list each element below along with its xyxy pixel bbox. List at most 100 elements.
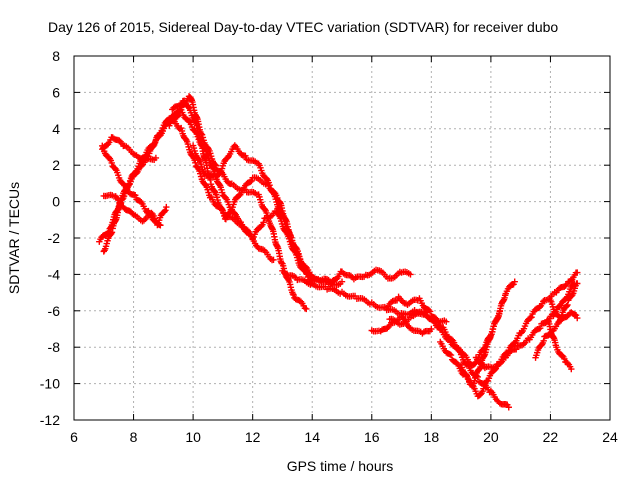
point-marker	[574, 314, 581, 322]
point-marker	[133, 169, 140, 177]
point-marker	[285, 228, 292, 235]
point-marker	[135, 166, 142, 174]
point-marker	[266, 182, 273, 189]
x-tick-label: 6	[70, 429, 78, 445]
point-marker	[471, 377, 478, 384]
point-marker	[132, 192, 139, 199]
point-marker	[536, 325, 544, 332]
y-tick-label: -2	[48, 230, 61, 246]
y-tick-label: -8	[48, 339, 61, 355]
point-marker	[185, 103, 192, 111]
point-marker	[425, 306, 433, 314]
point-marker	[443, 318, 450, 325]
point-marker	[161, 208, 168, 215]
series-sat-o	[472, 269, 581, 372]
point-marker	[558, 302, 565, 309]
point-marker	[209, 164, 217, 171]
x-tick-label: 16	[364, 429, 380, 445]
point-marker	[564, 301, 571, 309]
point-marker	[257, 196, 264, 203]
series-sat-r	[547, 280, 581, 325]
series-sat-d	[100, 115, 277, 264]
point-marker	[527, 314, 534, 322]
point-marker	[162, 207, 169, 214]
y-tick-label: 6	[52, 84, 60, 100]
series-sat-e	[100, 191, 164, 229]
x-tick-label: 20	[483, 429, 499, 445]
data-points	[96, 93, 581, 411]
point-marker	[564, 359, 571, 367]
point-marker	[568, 365, 575, 373]
y-tick-label: 4	[52, 121, 60, 137]
point-marker	[571, 311, 579, 318]
point-marker	[157, 222, 164, 229]
point-marker	[185, 143, 192, 151]
x-tick-label: 12	[245, 429, 261, 445]
point-marker	[289, 290, 297, 298]
point-marker	[540, 298, 547, 305]
point-marker	[540, 337, 547, 345]
point-marker	[248, 177, 255, 185]
point-marker	[338, 278, 346, 285]
point-marker	[145, 153, 152, 160]
point-marker	[563, 303, 570, 310]
point-marker	[496, 307, 504, 314]
y-tick-label: 0	[52, 194, 60, 210]
y-tick-label: -12	[40, 412, 60, 428]
point-marker	[150, 143, 157, 150]
point-marker	[453, 359, 460, 366]
point-marker	[456, 346, 463, 354]
series-sat-h	[189, 142, 414, 288]
point-marker	[270, 256, 277, 264]
point-marker	[574, 280, 581, 287]
point-marker	[272, 195, 279, 203]
point-marker	[270, 190, 277, 197]
point-marker	[460, 350, 467, 358]
point-marker	[190, 144, 198, 152]
point-marker	[163, 203, 170, 211]
point-marker	[289, 241, 297, 249]
point-marker	[428, 325, 435, 333]
point-marker	[192, 159, 199, 167]
y-tick-label: 8	[52, 48, 60, 64]
x-tick-label: 10	[185, 429, 201, 445]
x-tick-label: 18	[424, 429, 440, 445]
point-marker	[198, 163, 206, 171]
point-marker	[567, 277, 575, 284]
point-marker	[152, 154, 160, 162]
point-marker	[426, 308, 434, 315]
x-tick-label: 8	[130, 429, 138, 445]
point-marker	[478, 359, 485, 367]
point-marker	[286, 281, 294, 288]
x-tick-label: 14	[304, 429, 320, 445]
point-marker	[178, 124, 185, 132]
x-tick-label: 22	[543, 429, 559, 445]
point-marker	[287, 234, 295, 241]
point-marker	[216, 181, 223, 188]
point-marker	[218, 189, 226, 196]
point-marker	[572, 311, 580, 319]
point-marker	[108, 159, 115, 167]
point-marker	[574, 269, 581, 276]
point-marker	[242, 152, 249, 159]
point-marker	[301, 305, 309, 312]
series-sat-j	[368, 313, 435, 337]
point-marker	[108, 229, 116, 236]
point-marker	[513, 346, 520, 353]
point-marker	[213, 194, 221, 201]
point-marker	[261, 206, 269, 213]
y-tick-label: -10	[40, 376, 60, 392]
point-marker	[231, 210, 238, 217]
x-tick-label: 24	[602, 429, 618, 445]
y-tick-label: -6	[48, 303, 61, 319]
y-tick-label: -4	[48, 266, 61, 282]
point-marker	[505, 404, 512, 411]
point-marker	[561, 355, 568, 363]
point-marker	[174, 113, 181, 120]
y-axis-label: SDTVAR / TECUs	[6, 182, 22, 294]
point-marker	[108, 230, 115, 237]
point-marker	[528, 314, 535, 321]
point-marker	[446, 351, 453, 358]
